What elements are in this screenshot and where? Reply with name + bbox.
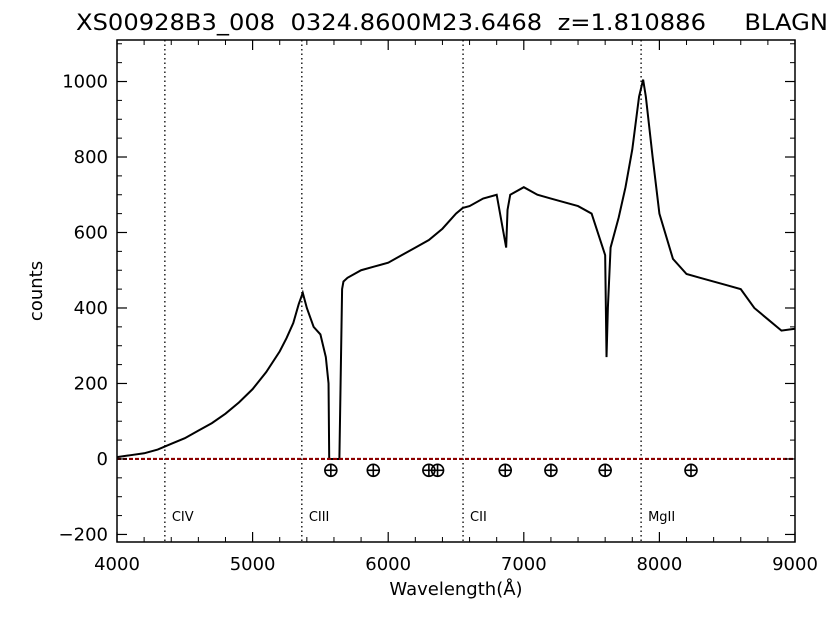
x-tick-label: 4000 xyxy=(94,554,140,575)
x-tick-label: 8000 xyxy=(636,554,682,575)
y-tick-label: 200 xyxy=(74,373,108,394)
axes: 4000 5000 6000 7000 8000 9000 −200 0 200 400 600 80… xyxy=(59,40,818,575)
sky-line-symbols xyxy=(324,463,698,478)
x-tick-label: 5000 xyxy=(230,554,276,575)
spectrum-series xyxy=(116,79,796,461)
y-tick-label: 1000 xyxy=(62,72,108,93)
emission-line-label: MgII xyxy=(648,510,675,525)
x-axis-label: Wavelength(Å) xyxy=(389,578,522,600)
sky-line-marker xyxy=(598,463,612,478)
spectrum-line xyxy=(116,79,796,460)
sky-line-marker xyxy=(430,463,445,478)
sky-line-marker xyxy=(366,463,381,478)
y-tick-label: 0 xyxy=(97,449,108,470)
emission-line-markers: CIV CIII CII MgII xyxy=(164,40,675,542)
y-tick-label: 400 xyxy=(74,298,108,319)
x-tick-label: 7000 xyxy=(501,554,547,575)
y-tick-label: 600 xyxy=(74,222,108,243)
sky-line-marker xyxy=(684,463,698,478)
emission-line-label: CII xyxy=(470,510,487,525)
emission-line-label: CIV xyxy=(172,510,194,525)
emission-line-label: CIII xyxy=(309,510,330,525)
sky-line-marker xyxy=(544,463,558,478)
chart-title: XS00928B3_008 0324.8600M23.6468 z=1.8108… xyxy=(76,11,828,36)
y-axis-label: counts xyxy=(26,261,47,321)
y-tick-label: 800 xyxy=(74,147,108,168)
sky-line-marker xyxy=(324,463,338,478)
sky-line-marker xyxy=(498,463,513,478)
y-tick-label: −200 xyxy=(59,524,108,545)
plot-frame xyxy=(116,39,796,543)
x-tick-label: 9000 xyxy=(772,554,818,575)
x-tick-label: 6000 xyxy=(365,554,411,575)
